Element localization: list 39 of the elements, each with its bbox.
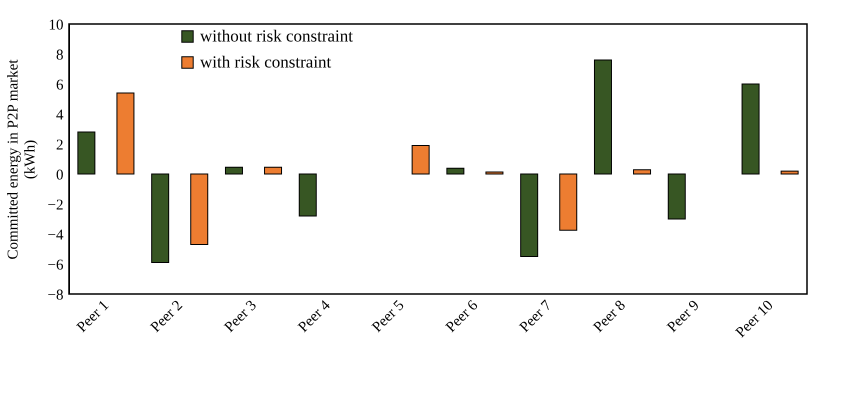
y-tick-label: 8 — [56, 48, 64, 64]
x-tick-label: Peer 7 — [516, 297, 556, 336]
x-tick-label: Peer 3 — [222, 298, 260, 336]
y-tick-label: −6 — [48, 258, 64, 274]
bar — [412, 145, 430, 174]
bar — [668, 174, 686, 220]
y-tick-label: 4 — [56, 108, 64, 124]
bar — [446, 168, 464, 174]
bar — [190, 174, 208, 245]
y-tick-label: −4 — [48, 228, 64, 244]
x-tick-label: Peer 5 — [369, 298, 408, 336]
x-tick-label: Peer 6 — [443, 297, 482, 336]
y-tick-label: 10 — [48, 18, 64, 34]
bar — [742, 84, 760, 174]
x-tick-label: Peer 10 — [733, 298, 776, 341]
bar — [780, 170, 799, 174]
x-tick-label: Peer 9 — [664, 298, 703, 336]
y-tick-label: 0 — [56, 168, 64, 184]
y-axis-title: Committed energy in P2P market (kWh) — [6, 58, 39, 260]
x-tick-label: Peer 1 — [74, 298, 112, 336]
bar — [633, 169, 652, 174]
bar — [77, 132, 96, 174]
bar — [264, 166, 282, 174]
bar — [224, 166, 243, 174]
bar — [520, 174, 538, 257]
bar — [298, 174, 317, 216]
y-tick-label: −8 — [48, 288, 64, 304]
bar — [151, 174, 170, 263]
bar — [559, 174, 578, 231]
legend-label: without risk constraint — [200, 26, 354, 46]
x-tick-label: Peer 4 — [296, 297, 334, 336]
bar — [594, 60, 612, 174]
legend-label: with risk constraint — [200, 52, 332, 72]
y-tick-label: 6 — [56, 78, 64, 94]
bar — [116, 92, 134, 174]
y-tick-label: 2 — [56, 138, 64, 154]
x-tick-label: Peer 8 — [590, 298, 629, 336]
x-tick-label: Peer 2 — [148, 298, 186, 336]
y-tick-label: −2 — [48, 198, 64, 214]
